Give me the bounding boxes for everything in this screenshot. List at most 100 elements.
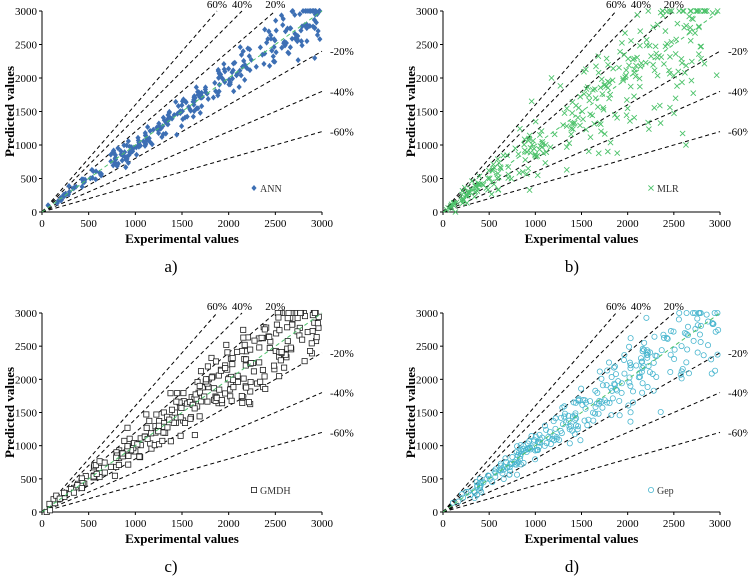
x-tick-label: 3000: [311, 218, 334, 230]
data-point: [653, 373, 660, 380]
data-point: [146, 417, 153, 424]
data-point: [638, 358, 645, 365]
data-point: [183, 98, 189, 105]
data-point: [248, 360, 255, 367]
data-point: [532, 118, 539, 125]
data-point: [284, 315, 291, 322]
data-point: [256, 359, 263, 366]
data-point: [221, 66, 227, 73]
ideal-line: [442, 312, 721, 513]
band-line: [41, 312, 218, 513]
chart-panel-3: 0 500 1000 1500 2000 2500 3000 0 500 1000 1500 2000…: [2, 301, 354, 576]
data-point: [614, 114, 621, 121]
data-point: [644, 347, 651, 354]
x-tick-label: 2500: [663, 518, 686, 530]
data-point: [609, 395, 616, 402]
data-point: [522, 156, 529, 163]
data-point: [215, 92, 221, 99]
band-label: -20%: [728, 348, 748, 360]
data-point: [651, 333, 658, 340]
data-point: [280, 22, 286, 29]
data-point: [620, 356, 627, 363]
data-point: [175, 102, 181, 109]
x-tick-label: 2000: [617, 518, 640, 530]
data-point: [276, 373, 283, 380]
y-tick-label: 3000: [416, 308, 439, 320]
data-point: [281, 364, 288, 371]
data-point: [284, 338, 291, 345]
data-point: [680, 8, 687, 14]
legend: MLR: [648, 184, 679, 195]
chart-panel-4: 0 500 1000 1500 2000 2500 3000 0 500 1000 1500 2000…: [403, 301, 748, 576]
data-point: [574, 426, 581, 433]
x-tick-label: 1000: [524, 518, 547, 530]
data-point: [525, 165, 532, 172]
data-point: [229, 69, 235, 76]
x-tick-label: 1000: [524, 218, 547, 230]
data-point: [616, 412, 623, 419]
data-point: [170, 419, 177, 426]
data-point: [521, 136, 528, 143]
data-point: [639, 389, 646, 396]
x-tick-label: 2000: [617, 218, 640, 230]
data-point: [637, 63, 644, 70]
data-point: [119, 157, 125, 164]
data-point: [304, 329, 311, 336]
data-point: [310, 8, 317, 14]
data-point: [153, 411, 160, 418]
data-point: [282, 28, 289, 35]
data-point: [476, 181, 483, 188]
data-point: [476, 475, 483, 482]
data-point: [163, 130, 169, 137]
data-point: [221, 77, 227, 84]
data-point: [697, 322, 704, 329]
data-point: [615, 378, 622, 385]
y-tick-label: 1500: [15, 408, 38, 420]
data-point: [621, 351, 628, 358]
data-point: [565, 412, 572, 419]
series-points-GMDH: [43, 309, 322, 515]
band-label: -60%: [728, 427, 748, 439]
data-point: [658, 347, 665, 354]
data-point: [295, 33, 301, 40]
data-point: [294, 315, 301, 322]
data-point: [569, 99, 576, 106]
data-point: [257, 378, 264, 385]
data-point: [476, 173, 483, 180]
data-point: [179, 102, 185, 109]
data-point: [603, 55, 610, 62]
data-point: [551, 433, 558, 440]
data-point: [592, 410, 599, 417]
x-tick-label: 2500: [663, 218, 686, 230]
data-point: [634, 12, 641, 18]
data-point: [662, 43, 669, 50]
data-point: [231, 88, 237, 95]
data-point: [61, 489, 68, 496]
x-tick-label: 0: [440, 218, 446, 230]
data-point: [558, 414, 565, 421]
data-point: [686, 13, 693, 20]
data-point: [547, 144, 554, 151]
data-point: [535, 443, 542, 450]
data-point: [212, 358, 219, 365]
data-point: [626, 359, 633, 366]
data-point: [270, 53, 276, 60]
data-point: [191, 405, 198, 412]
data-point: [136, 453, 143, 460]
data-point: [666, 8, 673, 14]
data-point: [674, 83, 680, 89]
data-point: [712, 328, 719, 335]
data-point: [191, 432, 198, 439]
data-point: [631, 93, 637, 100]
data-point: [534, 446, 541, 453]
data-point: [684, 332, 691, 339]
data-point: [694, 315, 701, 322]
data-point: [629, 399, 636, 406]
data-point: [241, 341, 248, 348]
x-tick-label: 0: [39, 218, 45, 230]
band-label: -40%: [728, 388, 748, 400]
data-point: [541, 442, 548, 449]
data-point: [98, 171, 104, 178]
data-point: [292, 11, 298, 18]
data-point: [259, 366, 266, 373]
